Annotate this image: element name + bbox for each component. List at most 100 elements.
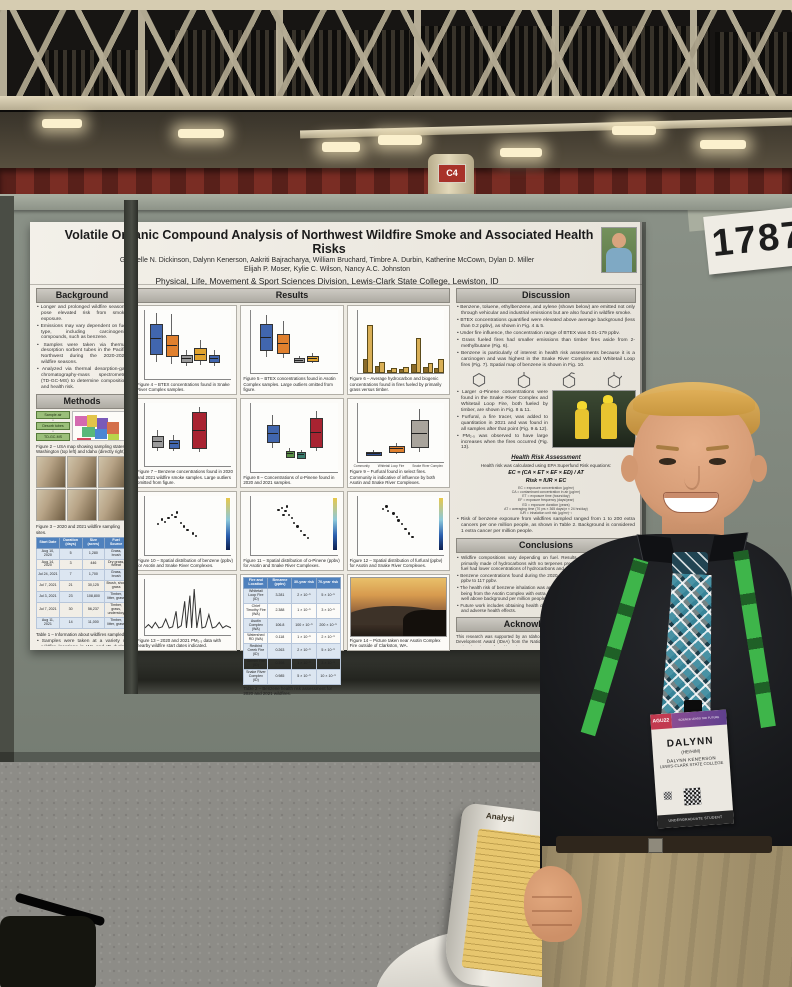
figure10-caption: Figure 10 – Spatial distribution of benz… [137,557,233,568]
boxplot-box [285,451,295,458]
workflow-diagram: Sample air ↓ Desorb tubes ↓ TD-GC-MS [36,410,70,441]
figure4-panel: Figure 4 – BTEX concentrations found in … [134,305,238,395]
colorbar [226,498,231,550]
figure5-boxplot [250,310,338,375]
scatter-point [277,508,280,512]
boxplot-box [151,435,165,449]
figure10-map [144,496,232,556]
discussion-bullets: Benzene, toluene, ethylbenzene, and xyle… [456,305,636,370]
figure6-caption: Figure 6 – Average hydrocarbon and bioge… [349,376,442,392]
floor-bag [0,916,96,987]
boxplot-box [181,355,193,364]
scatter-point [292,521,296,525]
ceiling-light [378,135,422,145]
bar [367,325,374,373]
usa-map-figure [72,410,128,441]
qr-side-icon [663,791,673,801]
arrow-down-icon: ↓ [51,427,55,434]
ceiling-truss [0,6,792,106]
table-row: Aug 10, 2020 5 1,280 Grass, brush [36,547,128,560]
xylene-ring-icon [607,372,622,389]
person-nose [684,466,700,490]
equation-ec: EC = (CA × ET × EF × ED) / AT [508,469,584,476]
table-row: Gemini Fire (ID) 0.398 1 × 10⁻⁶ 3 × 10⁻⁶ [243,658,341,671]
scatter-point [400,522,404,526]
figure4-boxplot [144,310,232,380]
scatter-point [284,510,287,513]
colorbar [439,498,443,550]
table-row: Asotin Complex (WA) 106.8 100 × 10⁻⁵ 200 × … [243,617,341,634]
ceiling-beam [0,0,792,10]
scatter-point [291,517,294,520]
scatter-point [157,522,160,526]
table-row: Snake River Complex (ID) 0.985 5 × 10⁻⁶ 10 … [243,669,341,686]
figure9-panel: Community Whitetail Loop Fire Snake Rive… [346,398,450,488]
colorbar [332,498,337,550]
poster-title-block: Volatile Organic Compound Analysis of No… [30,222,642,286]
firefighters-photo [552,390,636,449]
scatter-point [387,510,390,513]
health-risk-header: Health Risk Assessment [511,454,581,461]
board-number: 1787 [709,213,792,266]
scatter-point [407,532,411,535]
figure13-panel: Figure 13 – 2020 and 2021 PM₂.₅ data wit… [134,574,238,651]
benzene-ring-icon [472,373,485,388]
bar [437,359,444,373]
bar [379,361,386,373]
scatter-point [411,535,414,539]
discussion-sub-row: Larger α-Pinene concentrations were foun… [456,390,636,452]
equation-risk: Risk = IUR × EC [525,477,567,484]
boxplot-box [194,348,208,362]
figure7-boxplot [144,403,232,468]
boxplot-box [266,424,281,444]
figure5-panel: Figure 5 – BTEX concentrations found in … [240,305,344,395]
scatter-point [174,515,177,519]
boxplot-box [310,418,324,448]
table-header-cell: Fire and Location [243,577,269,589]
scatter-point [285,505,289,508]
boxplot-box [208,355,221,364]
person-right-ear [750,455,767,482]
scatter-point [186,528,189,532]
person-belt [556,836,772,853]
arrow-down-icon: ↓ [51,416,55,423]
table-header-cell: Size (acres) [81,536,106,549]
scatter-point [397,519,400,522]
table-row: Whitetail Loop Fire (ID) 3.281 2 × 10⁻⁵ 5 ×… [243,587,341,604]
table-row: Aug 11, 2021 14 11,000 Timber, litter, gras… [36,616,128,629]
methods-header: Methods [36,393,128,409]
boxplot-box [277,334,291,354]
person-smile [663,492,719,513]
table-row: Jul 3, 2021 23 108,800 Timber, litter, gras… [36,591,128,604]
scatter-point [176,511,179,514]
scatter-point [303,533,306,536]
equation-definitions: EC = exposure concentration (µg/m³) CA =… [504,485,588,516]
maroon-band [0,168,792,198]
figure6-barchart [356,310,444,375]
boxplot-box [411,419,429,448]
scatter-point [385,505,388,508]
methods-bullets: Samples were taken at a variety of wildf… [36,639,128,646]
wildfire-info-table: Start Date Duration (days) Size (acres) Fue… [36,536,128,629]
figure4-caption: Figure 4 – BTEX concentrations found in … [137,381,230,392]
risk-bullet: Risk of benzene exposure from wildfires … [456,517,636,536]
poster-affiliation: Physical, Life, Movement & Sport Science… [155,275,499,286]
poster-authors-line2: Elijah P. Moser, Kylie C. Wilson, Nancy … [244,266,410,274]
table-row: Jul 7, 2021 30 56,237 Timber, grass, unders… [36,602,128,618]
figure13-timeseries [144,579,232,636]
figure10-panel: Figure 10 – Spatial distribution of benz… [134,491,238,571]
boxplot-box [294,358,306,364]
boxplot-box [150,323,164,355]
person-left-ear [621,455,638,482]
table1-caption: Table 1 – Information about wildfires sa… [36,631,126,637]
scatter-point [163,520,167,523]
rolled-poster-text: Analysi [485,811,515,824]
person-hand [524,866,582,942]
board-frame-post [124,200,138,694]
figure12-caption: Figure 12 – Spatial distribution of furf… [349,557,443,568]
scatter-point [167,517,170,520]
figure2-caption: Figure 2 – USA map showing sampling stat… [36,443,127,455]
background-bullets: Longer and prolonged wildfire seasons po… [36,305,128,392]
ceiling-light [178,129,224,138]
